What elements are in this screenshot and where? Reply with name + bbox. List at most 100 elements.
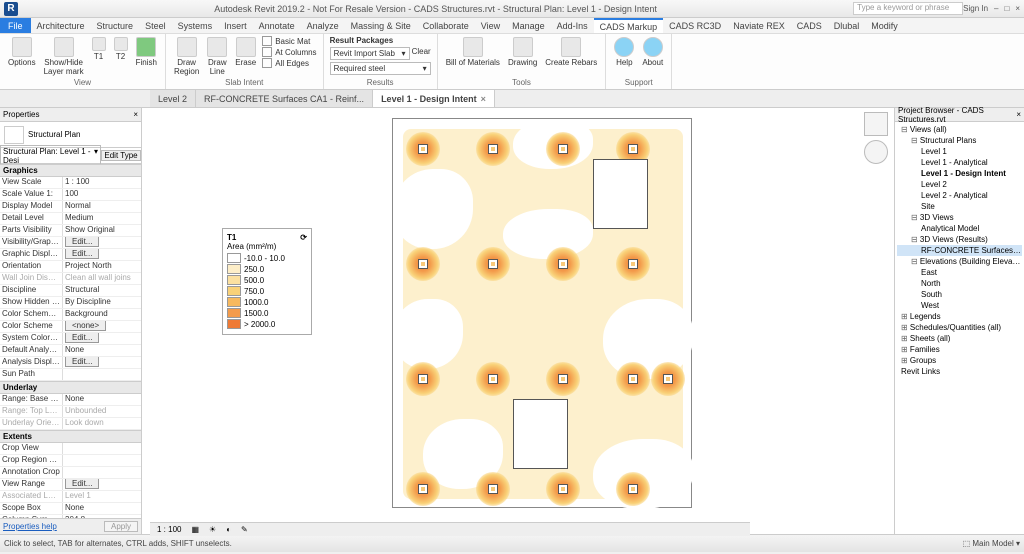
menu-tab-steel[interactable]: Steel <box>139 18 172 33</box>
search-input[interactable]: Type a keyword or phrase <box>853 2 963 15</box>
column-marker[interactable] <box>628 484 638 494</box>
column-marker[interactable] <box>488 374 498 384</box>
tree-node[interactable]: ⊞ Families <box>897 344 1022 355</box>
menu-tab-collaborate[interactable]: Collaborate <box>417 18 475 33</box>
prop-crop_vis[interactable]: Crop Region Visible <box>0 455 141 467</box>
tree-node[interactable]: Site <box>897 201 1022 212</box>
window-close-icon[interactable]: × <box>1015 4 1020 13</box>
menu-tab-structure[interactable]: Structure <box>91 18 140 33</box>
all-edges-check[interactable]: All Edges <box>275 59 309 68</box>
menu-tab-naviate-rex[interactable]: Naviate REX <box>727 18 791 33</box>
column-marker[interactable] <box>558 374 568 384</box>
edit-type-button[interactable]: Edit Type <box>101 150 141 161</box>
column-marker[interactable] <box>418 259 428 269</box>
t1-button[interactable]: T1 <box>90 36 108 62</box>
menu-tab-modify[interactable]: Modify <box>865 18 904 33</box>
showhide-button[interactable]: Show/Hide Layer mark <box>42 36 86 77</box>
prop-display_model[interactable]: Display ModelNormal <box>0 201 141 213</box>
column-marker[interactable] <box>628 144 638 154</box>
menu-tab-architecture[interactable]: Architecture <box>31 18 91 33</box>
doc-tab-level1-design[interactable]: Level 1 - Design Intent× <box>373 90 495 107</box>
menu-tab-annotate[interactable]: Annotate <box>253 18 301 33</box>
finish-button[interactable]: Finish <box>134 36 159 68</box>
tree-node[interactable]: RF-CONCRETE Surfaces CA1 - Reinfo <box>897 245 1022 256</box>
clear-button[interactable]: Clear <box>412 47 431 60</box>
menu-tab-cads-markup[interactable]: CADS Markup <box>594 18 664 33</box>
file-menu[interactable]: File <box>0 18 31 33</box>
column-marker[interactable] <box>488 484 498 494</box>
column-marker[interactable] <box>418 484 428 494</box>
apply-button[interactable]: Apply <box>104 521 138 532</box>
basic-mat-check[interactable]: Basic Mat <box>275 37 310 46</box>
tree-node[interactable]: ⊟ Elevations (Building Elevation) <box>897 256 1022 267</box>
doc-tab-rfconcrete[interactable]: RF-CONCRETE Surfaces CA1 - Reinf... <box>196 90 373 107</box>
tree-node[interactable]: Level 2 - Analytical <box>897 190 1022 201</box>
doc-tab-level2[interactable]: Level 2 <box>150 90 196 107</box>
prop-scope_box[interactable]: Scope BoxNone <box>0 503 141 515</box>
result-combo-1[interactable]: Revit Import Slab▾ <box>330 47 410 60</box>
menu-tab-analyze[interactable]: Analyze <box>301 18 345 33</box>
panel-close-icon[interactable]: × <box>1016 110 1021 119</box>
prop-discipline[interactable]: DisciplineStructural <box>0 285 141 297</box>
menu-tab-insert[interactable]: Insert <box>218 18 253 33</box>
prop-parts_vis[interactable]: Parts VisibilityShow Original <box>0 225 141 237</box>
tree-node[interactable]: ⊞ Schedules/Quantities (all) <box>897 322 1022 333</box>
tree-node[interactable]: West <box>897 300 1022 311</box>
column-marker[interactable] <box>558 484 568 494</box>
tree-node[interactable]: ⊞ Legends <box>897 311 1022 322</box>
window-max-icon[interactable]: □ <box>1004 4 1009 13</box>
menu-tab-add-ins[interactable]: Add-Ins <box>551 18 594 33</box>
tree-node[interactable]: Level 1 - Analytical <box>897 157 1022 168</box>
draw-line-button[interactable]: Draw Line <box>205 36 229 77</box>
prop-graphic_disp[interactable]: Graphic Display O...Edit... <box>0 249 141 261</box>
prop-wall_join[interactable]: Wall Join DisplayClean all wall joins <box>0 273 141 285</box>
window-min-icon[interactable]: – <box>994 4 998 13</box>
erase-button[interactable]: Erase <box>233 36 258 68</box>
prop-color_scheme[interactable]: Color Scheme<none> <box>0 321 141 333</box>
tree-node[interactable]: Revit Links <box>897 366 1022 377</box>
prop-view_scale[interactable]: View Scale1 : 100 <box>0 177 141 189</box>
drawing-button[interactable]: Drawing <box>506 36 539 68</box>
workset-combo[interactable]: ⬚ Main Model ▾ <box>963 539 1020 548</box>
close-icon[interactable]: × <box>481 94 486 104</box>
prop-show_hidden[interactable]: Show Hidden LinesBy Discipline <box>0 297 141 309</box>
column-marker[interactable] <box>558 144 568 154</box>
tree-node[interactable]: Level 2 <box>897 179 1022 190</box>
tree-node[interactable]: ⊟ Views (all) <box>897 124 1022 135</box>
prop-underlay_orient[interactable]: Underlay Orientati...Look down <box>0 418 141 430</box>
menu-tab-systems[interactable]: Systems <box>172 18 219 33</box>
prop-detail_level[interactable]: Detail LevelMedium <box>0 213 141 225</box>
column-marker[interactable] <box>628 374 638 384</box>
prop-analysis_disp[interactable]: Analysis Display S...Edit... <box>0 357 141 369</box>
about-button[interactable]: About <box>640 36 665 68</box>
signin-link[interactable]: Sign In <box>963 4 988 13</box>
menu-tab-dlubal[interactable]: Dlubal <box>828 18 866 33</box>
tree-node[interactable]: East <box>897 267 1022 278</box>
tree-node[interactable]: ⊟ 3D Views (Results) <box>897 234 1022 245</box>
nav-cube[interactable] <box>864 112 890 192</box>
bom-button[interactable]: Bill of Materials <box>444 36 502 68</box>
tree-node[interactable]: ⊞ Groups <box>897 355 1022 366</box>
menu-tab-manage[interactable]: Manage <box>506 18 551 33</box>
prop-range_top[interactable]: Range: Top LevelUnbounded <box>0 406 141 418</box>
menu-tab-view[interactable]: View <box>475 18 506 33</box>
column-marker[interactable] <box>663 374 673 384</box>
prop-scale_value[interactable]: Scale Value 1:100 <box>0 189 141 201</box>
column-marker[interactable] <box>488 259 498 269</box>
prop-view_range[interactable]: View RangeEdit... <box>0 479 141 491</box>
panel-close-icon[interactable]: × <box>133 110 138 119</box>
tree-node[interactable]: Analytical Model <box>897 223 1022 234</box>
tree-node[interactable]: Level 1 <box>897 146 1022 157</box>
prop-sys_color[interactable]: System Color Sch...Edit... <box>0 333 141 345</box>
prop-anno_crop[interactable]: Annotation Crop <box>0 467 141 479</box>
properties-help-link[interactable]: Properties help <box>3 522 57 531</box>
prop-def_analysis[interactable]: Default Analysis Di...None <box>0 345 141 357</box>
draw-region-button[interactable]: Draw Region <box>172 36 201 77</box>
column-marker[interactable] <box>418 144 428 154</box>
prop-vis_graphics[interactable]: Visibility/GraphicsEdit... <box>0 237 141 249</box>
prop-range_base[interactable]: Range: Base LevelNone <box>0 394 141 406</box>
help-button[interactable]: Help <box>612 36 636 68</box>
tree-node[interactable]: ⊞ Sheets (all) <box>897 333 1022 344</box>
refresh-icon[interactable]: ⟳ <box>300 233 307 242</box>
menu-tab-cads-rc3d[interactable]: CADS RC3D <box>663 18 727 33</box>
